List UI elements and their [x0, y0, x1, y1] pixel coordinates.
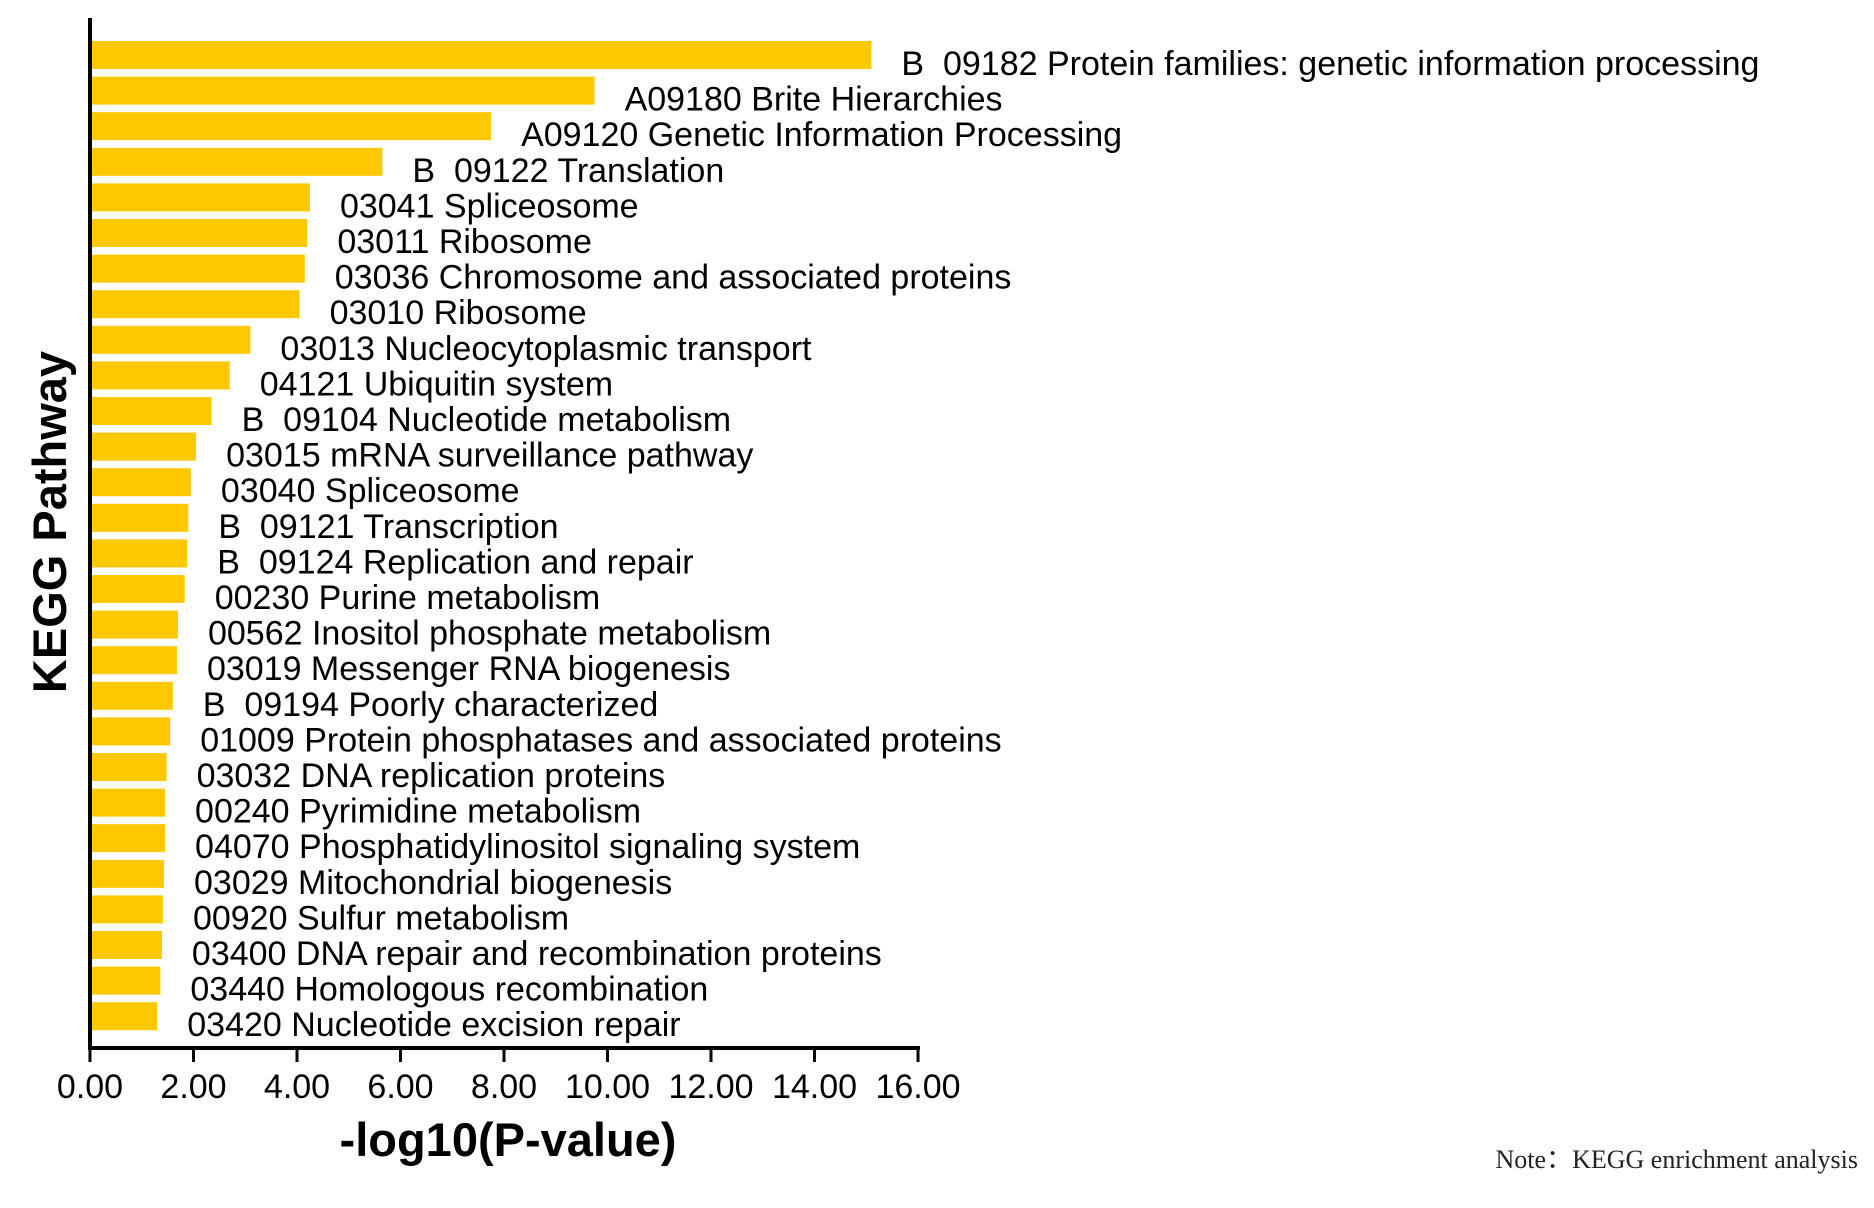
bar-19 [90, 717, 171, 746]
bar-label-1: A09180 Brite Hierarchies [625, 81, 1003, 119]
bar-7 [90, 290, 300, 319]
bar-label-16: 00562 Inositol phosphate metabolism [208, 615, 771, 653]
x-tick-label-0: 0.00 [57, 1068, 123, 1106]
bar-22 [90, 824, 166, 853]
x-tick-label-5: 10.00 [565, 1068, 650, 1106]
bar-label-25: 03400 DNA repair and recombination prote… [192, 935, 882, 973]
x-tick-label-7: 14.00 [772, 1068, 857, 1106]
bar-label-13: B 09121 Transcription [218, 508, 558, 546]
bar-1 [90, 76, 595, 105]
bar-20 [90, 753, 167, 781]
bar-label-24: 00920 Sulfur metabolism [193, 899, 569, 937]
bars-layer [90, 41, 872, 1031]
bar-label-11: 03015 mRNA surveillance pathway [226, 437, 753, 475]
bar-label-23: 03029 Mitochondrial biogenesis [194, 864, 672, 902]
bar-label-22: 04070 Phosphatidylinositol signaling sys… [195, 828, 860, 866]
bar-label-5: 03011 Ribosome [337, 223, 592, 261]
bar-label-8: 03013 Nucleocytoplasmic transport [280, 330, 812, 368]
bar-14 [90, 539, 188, 568]
x-tick-label-2: 4.00 [264, 1068, 330, 1106]
x-tick-label-8: 16.00 [875, 1068, 960, 1106]
bar-label-15: 00230 Purine metabolism [215, 579, 601, 617]
x-tick-label-4: 8.00 [471, 1068, 537, 1106]
y-axis-title: KEGG Pathway [23, 351, 76, 693]
x-tick-label-1: 2.00 [160, 1068, 226, 1106]
bar-6 [90, 254, 305, 283]
bar-15 [90, 575, 185, 603]
bar-9 [90, 361, 230, 390]
bar-5 [90, 219, 308, 247]
bar-11 [90, 432, 197, 461]
bar-label-27: 03420 Nucleotide excision repair [187, 1006, 680, 1044]
x-axis-title: -log10(P-value) [340, 1113, 677, 1166]
x-tick-label-6: 12.00 [668, 1068, 753, 1106]
bar-18 [90, 681, 173, 710]
bar-10 [90, 397, 212, 425]
bar-label-18: B 09194 Poorly characterized [203, 686, 658, 724]
bar-label-0: B 09182 Protein families: genetic inform… [901, 45, 1759, 83]
bar-label-4: 03041 Spliceosome [340, 187, 639, 225]
bar-12 [90, 468, 191, 497]
bar-label-10: B 09104 Nucleotide metabolism [242, 401, 732, 439]
bar-25 [90, 931, 162, 959]
bar-16 [90, 610, 178, 639]
bar-3 [90, 147, 383, 176]
bar-27 [90, 1002, 158, 1031]
bar-17 [90, 646, 177, 675]
bar-label-12: 03040 Spliceosome [221, 472, 520, 510]
bar-13 [90, 503, 189, 532]
bar-2 [90, 112, 492, 141]
bar-label-2: A09120 Genetic Information Processing [521, 116, 1122, 154]
x-tick-label-3: 6.00 [367, 1068, 433, 1106]
bar-24 [90, 895, 163, 924]
bar-label-6: 03036 Chromosome and associated proteins [335, 259, 1012, 297]
x-ticks-layer: 0.00 2.00 4.00 6.00 8.00 10.00 12.00 14.00 16.00 [57, 1048, 961, 1106]
bar-label-3: B 09122 Translation [412, 152, 724, 190]
chart-note: Note：KEGG enrichment analysis [1496, 1145, 1858, 1174]
bar-21 [90, 788, 166, 817]
bar-label-26: 03440 Homologous recombination [190, 971, 708, 1009]
bar-label-21: 00240 Pyrimidine metabolism [195, 793, 641, 831]
bar-23 [90, 859, 165, 888]
bar-label-14: B 09124 Replication and repair [217, 543, 693, 581]
bar-labels-layer: B 09182 Protein families: genetic inform… [187, 45, 1759, 1044]
bar-label-7: 03010 Ribosome [330, 294, 587, 332]
bar-label-20: 03032 DNA replication proteins [197, 757, 666, 795]
bar-0 [90, 41, 872, 69]
bar-label-19: 01009 Protein phosphatases and associate… [200, 721, 1001, 759]
bar-4 [90, 183, 310, 212]
bar-8 [90, 325, 251, 354]
bar-26 [90, 966, 161, 995]
bar-label-9: 04121 Ubiquitin system [260, 365, 613, 403]
bar-label-17: 03019 Messenger RNA biogenesis [207, 650, 731, 688]
